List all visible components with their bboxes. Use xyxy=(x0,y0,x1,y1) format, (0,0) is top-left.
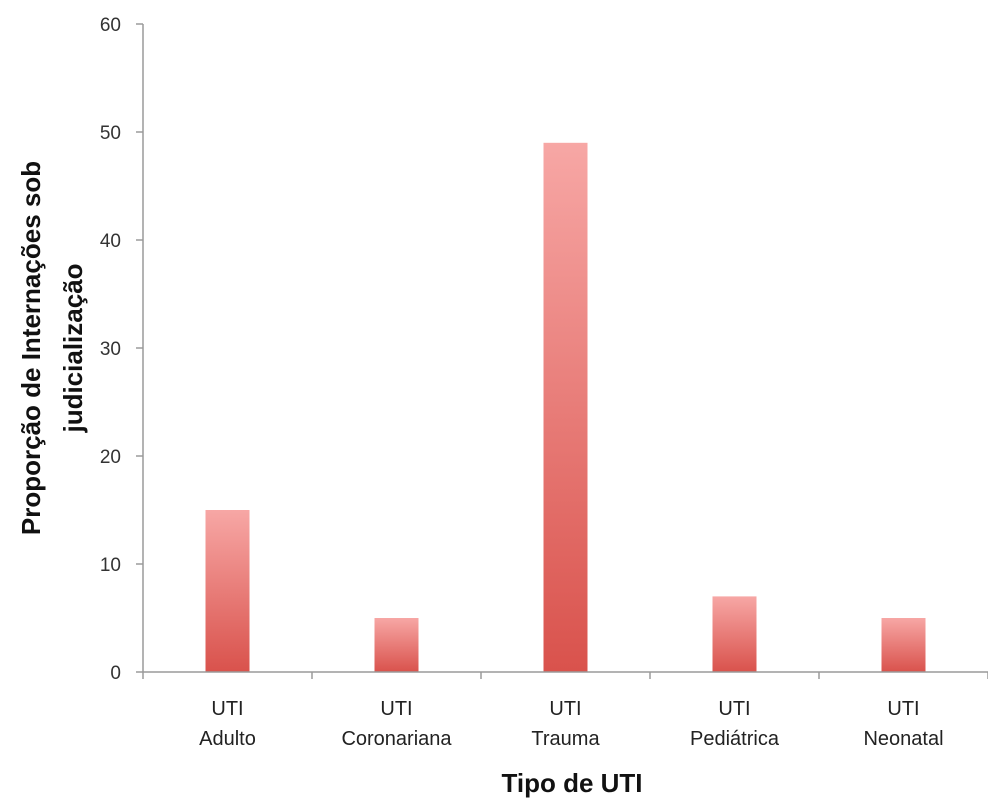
x-category-label: UTI xyxy=(549,698,581,720)
x-category-label: UTI xyxy=(718,698,750,720)
x-category-label: UTI xyxy=(211,698,243,720)
bar-2 xyxy=(543,142,588,673)
x-category-label: Coronariana xyxy=(341,728,452,750)
axes-layer xyxy=(136,23,988,679)
y-tick-label: 40 xyxy=(100,231,121,252)
y-tick-label: 30 xyxy=(100,339,121,360)
y-tick-label: 0 xyxy=(110,663,121,684)
x-category-label: Trauma xyxy=(531,728,600,750)
y-axis-title-line: judicialização xyxy=(58,263,88,433)
x-category-label: UTI xyxy=(380,698,412,720)
x-category-label: Pediátrica xyxy=(690,728,780,750)
bar-4 xyxy=(881,618,926,672)
x-category-label: UTI xyxy=(887,698,919,720)
y-tick-label: 10 xyxy=(100,555,121,576)
y-tick-label: 60 xyxy=(100,15,121,36)
bar-3 xyxy=(712,596,757,672)
y-axis-title: Proporção de Internações sob judicializaç… xyxy=(16,161,88,535)
bars-layer xyxy=(205,142,926,673)
bar-1 xyxy=(374,618,419,672)
x-category-label: Neonatal xyxy=(863,728,943,750)
y-tick-label: 20 xyxy=(100,447,121,468)
x-axis-title: Tipo de UTI xyxy=(501,768,642,798)
y-tick-label: 50 xyxy=(100,123,121,144)
bar-0 xyxy=(205,510,250,672)
labels-layer: 0 10 20 30 40 50 60 UTI Adulto UTI Coronariana UTI T… xyxy=(16,15,944,798)
y-axis-title-line: Proporção de Internações sob xyxy=(16,161,46,535)
x-category-label: Adulto xyxy=(199,728,256,750)
